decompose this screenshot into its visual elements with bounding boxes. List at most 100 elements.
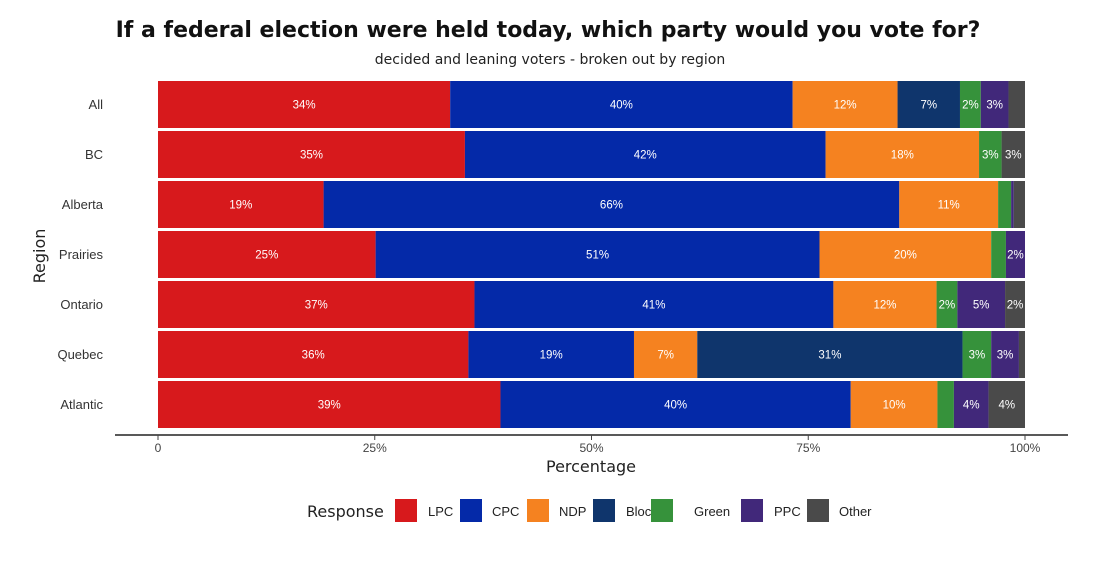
legend-swatch-other bbox=[807, 499, 829, 522]
bar-segment-prairies-ppc bbox=[1005, 231, 1025, 278]
bar-segment-all-green bbox=[959, 81, 981, 128]
x-tick-label-100: 100% bbox=[1010, 441, 1041, 455]
legend-label-ppc: PPC bbox=[774, 504, 801, 519]
data-label-all-cpc: 40% bbox=[610, 100, 633, 112]
bar-segment-atlantic-green bbox=[937, 381, 954, 428]
data-label-ontario-lpc: 37% bbox=[305, 300, 328, 312]
bar-segment-prairies-cpc bbox=[375, 231, 820, 278]
legend-swatch-ppc bbox=[741, 499, 763, 522]
bar-segment-ontario-ppc bbox=[957, 281, 1006, 328]
bar-segment-all-bloc bbox=[897, 81, 960, 128]
bar-segment-bc-ndp bbox=[825, 131, 980, 178]
x-axis-title: Percentage bbox=[546, 457, 636, 476]
data-label-alberta-ndp: 11% bbox=[938, 200, 960, 212]
x-tick-label-75: 75% bbox=[796, 441, 820, 455]
data-label-all-ppc: 3% bbox=[986, 100, 1003, 112]
bar-segment-all-lpc bbox=[158, 81, 451, 128]
bar-segment-all-ndp bbox=[792, 81, 898, 128]
data-label-quebec-ndp: 7% bbox=[657, 350, 674, 362]
category-label-quebec: Quebec bbox=[57, 347, 103, 362]
bar-segment-atlantic-lpc bbox=[158, 381, 501, 428]
bar-row-quebec: 36% 19% 7% 31% 3% 3% bbox=[158, 331, 1025, 378]
data-label-atlantic-lpc: 39% bbox=[318, 400, 341, 412]
data-label-all-ndp: 12% bbox=[834, 100, 857, 112]
bar-segment-alberta-green bbox=[998, 181, 1012, 228]
bar-row-prairies: 25% 51% 20% 2% bbox=[158, 231, 1025, 278]
bar-segment-prairies-ndp bbox=[819, 231, 992, 278]
category-label-ontario: Ontario bbox=[60, 297, 103, 312]
bar-segment-prairies-green bbox=[991, 231, 1006, 278]
legend-swatch-ndp bbox=[527, 499, 549, 522]
bar-segment-quebec-green bbox=[962, 331, 992, 378]
bar-row-ontario: 37% 41% 12% 2% 5% 2% bbox=[158, 281, 1025, 328]
data-label-quebec-ppc: 3% bbox=[997, 350, 1014, 362]
data-label-quebec-lpc: 36% bbox=[302, 350, 325, 362]
chart-title: If a federal election were held today, w… bbox=[116, 18, 981, 43]
bar-segment-quebec-cpc bbox=[468, 331, 634, 378]
data-label-prairies-cpc: 51% bbox=[586, 250, 609, 262]
bar-row-alberta: 19% 66% 11% bbox=[158, 181, 1025, 228]
data-label-all-bloc: 7% bbox=[920, 100, 937, 112]
bar-segment-ontario-other bbox=[1005, 281, 1025, 328]
bar-segment-alberta-cpc bbox=[323, 181, 900, 228]
category-label-bc: BC bbox=[85, 147, 103, 162]
x-tick-label-0: 0 bbox=[155, 441, 162, 455]
bar-segment-alberta-ppc bbox=[1011, 181, 1014, 228]
bar-segment-ontario-green bbox=[936, 281, 958, 328]
data-label-bc-lpc: 35% bbox=[300, 150, 323, 162]
data-label-ontario-ppc: 5% bbox=[973, 300, 990, 312]
data-label-atlantic-cpc: 40% bbox=[664, 400, 687, 412]
x-ticks: 0 25% 50% 75% 100% bbox=[155, 435, 1041, 455]
data-label-atlantic-ppc: 4% bbox=[963, 400, 980, 412]
legend-swatch-lpc bbox=[395, 499, 417, 522]
bar-segment-ontario-ndp bbox=[833, 281, 937, 328]
data-label-all-lpc: 34% bbox=[293, 100, 316, 112]
bar-segment-quebec-lpc bbox=[158, 331, 469, 378]
legend-label-green: Green bbox=[694, 504, 730, 519]
legend-swatch-cpc bbox=[460, 499, 482, 522]
bar-segment-ontario-lpc bbox=[158, 281, 475, 328]
bars-layer: 34% 40% 12% 7% 2% 3% 35% 42% 18% 3% 3% 19% 66% 11% 25%… bbox=[158, 81, 1025, 428]
category-label-all: All bbox=[89, 97, 104, 112]
bar-segment-bc-lpc bbox=[158, 131, 465, 178]
bar-segment-quebec-bloc bbox=[697, 331, 963, 378]
data-label-alberta-lpc: 19% bbox=[229, 200, 252, 212]
bar-segment-ontario-cpc bbox=[474, 281, 834, 328]
bar-segment-all-other bbox=[1008, 81, 1025, 128]
data-label-alberta-cpc: 66% bbox=[600, 200, 623, 212]
chart-subtitle: decided and leaning voters - broken out … bbox=[375, 52, 725, 68]
legend-label-bloc: Bloc bbox=[626, 504, 652, 519]
bar-segment-alberta-other bbox=[1013, 181, 1025, 228]
bar-segment-bc-other bbox=[1001, 131, 1025, 178]
bar-segment-all-ppc bbox=[980, 81, 1009, 128]
bar-segment-quebec-ndp bbox=[633, 331, 698, 378]
bar-segment-atlantic-cpc bbox=[500, 381, 851, 428]
x-tick-label-50: 50% bbox=[579, 441, 603, 455]
legend-swatch-bloc bbox=[593, 499, 615, 522]
data-label-bc-other: 3% bbox=[1005, 150, 1022, 162]
data-label-prairies-ppc: 2% bbox=[1007, 250, 1024, 262]
bar-segment-atlantic-ndp bbox=[850, 381, 938, 428]
data-label-atlantic-other: 4% bbox=[998, 400, 1015, 412]
bar-segment-prairies-lpc bbox=[158, 231, 376, 278]
bar-segment-alberta-ndp bbox=[899, 181, 999, 228]
bar-segment-bc-cpc bbox=[464, 131, 826, 178]
legend-swatch-green bbox=[651, 499, 673, 522]
y-axis-title: Region bbox=[30, 229, 49, 284]
bar-segment-atlantic-other bbox=[988, 381, 1025, 428]
legend: Response LPC CPC NDP Bloc Green PPC Other bbox=[307, 499, 872, 522]
data-label-atlantic-ndp: 10% bbox=[883, 400, 906, 412]
bar-row-atlantic: 39% 40% 10% 4% 4% bbox=[158, 381, 1025, 428]
data-label-all-green: 2% bbox=[962, 100, 979, 112]
bar-row-bc: 35% 42% 18% 3% 3% bbox=[158, 131, 1025, 178]
bar-segment-bc-green bbox=[979, 131, 1002, 178]
category-label-atlantic: Atlantic bbox=[60, 397, 103, 412]
category-labels: All BC Alberta Prairies Ontario Quebec Atlanti… bbox=[57, 97, 103, 412]
data-label-ontario-cpc: 41% bbox=[642, 300, 665, 312]
data-label-bc-cpc: 42% bbox=[634, 150, 657, 162]
data-label-bc-green: 3% bbox=[982, 150, 999, 162]
data-label-quebec-green: 3% bbox=[969, 350, 986, 362]
data-label-quebec-cpc: 19% bbox=[540, 350, 563, 362]
data-label-quebec-bloc: 31% bbox=[818, 350, 841, 362]
bar-segment-quebec-other bbox=[1018, 331, 1025, 378]
